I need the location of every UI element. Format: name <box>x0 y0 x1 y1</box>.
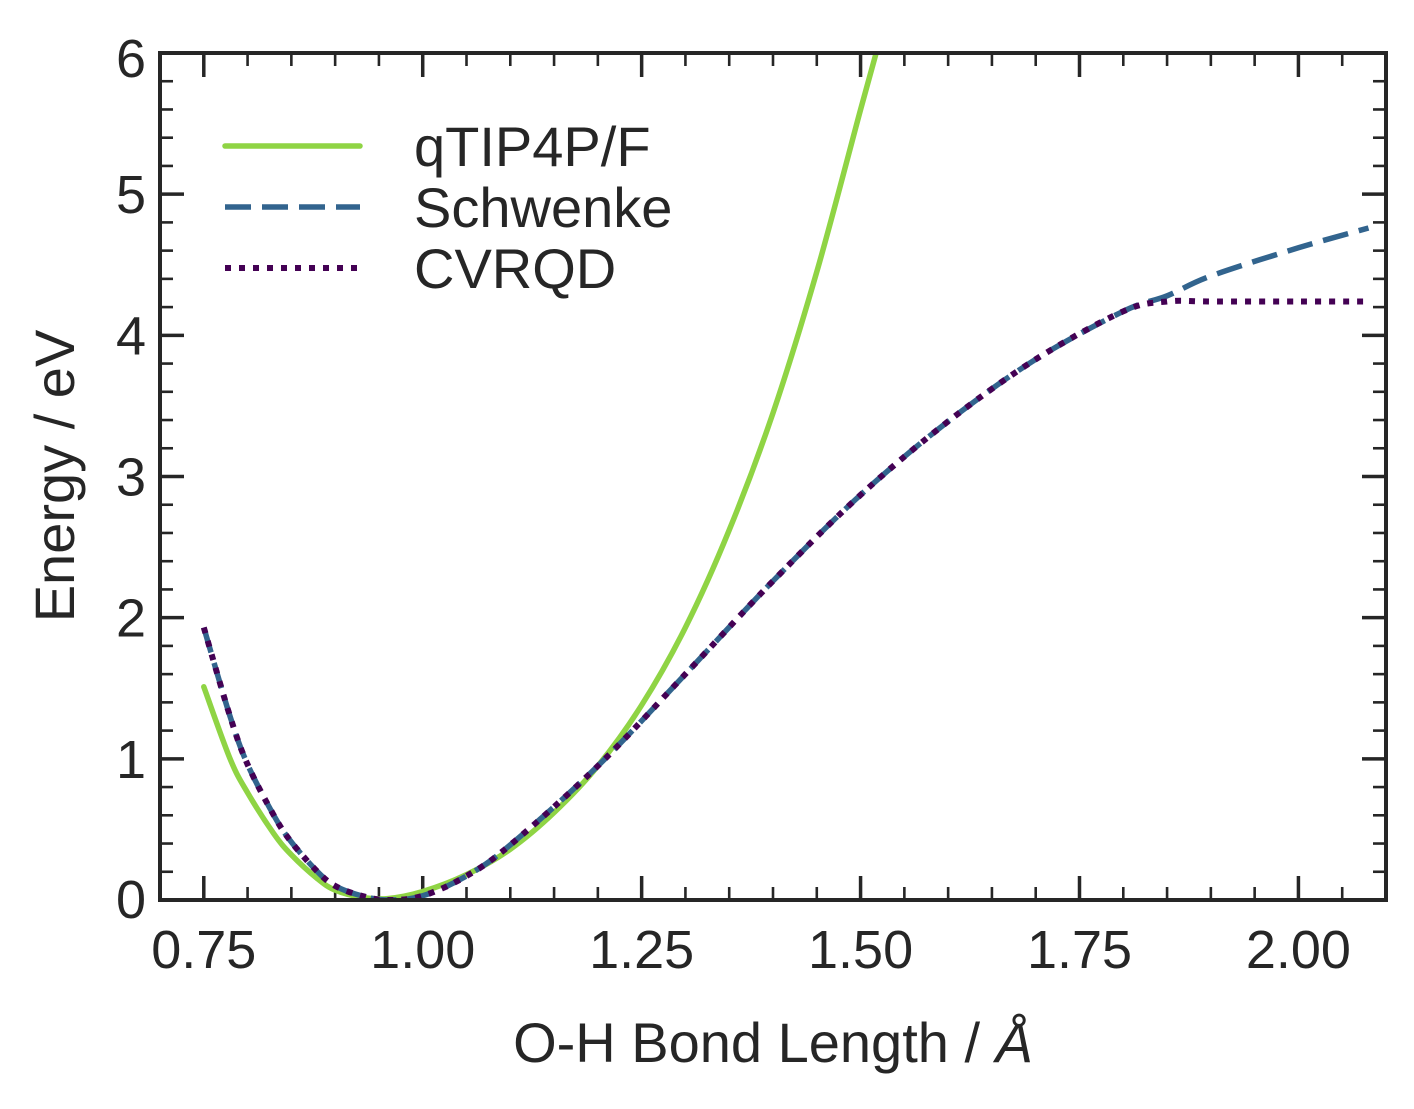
x-tick-label: 1.00 <box>370 920 475 980</box>
legend-label: Schwenke <box>414 176 672 239</box>
y-tick-label: 3 <box>116 448 146 508</box>
minor-ticks <box>160 53 1386 900</box>
series-line-qtip4p-f <box>201 53 879 900</box>
y-tick-label: 0 <box>116 870 146 930</box>
x-tick-labels: 0.75 1.00 1.25 1.50 1.75 2.00 <box>151 920 1351 980</box>
x-tick-label: 2.00 <box>1246 920 1351 980</box>
x-tick-label: 0.75 <box>151 920 256 980</box>
y-tick-labels: 0 1 2 3 4 5 6 <box>116 29 146 930</box>
x-axis-label-unit: Å <box>993 1011 1033 1074</box>
series-line-cvrqd <box>200 297 1369 900</box>
y-axis-label: Energy / eV <box>23 329 86 622</box>
x-axis-label-text: O-H Bond Length / <box>513 1011 996 1074</box>
x-tick-label: 1.25 <box>589 920 694 980</box>
major-ticks <box>160 51 1386 902</box>
legend-label: CVRQD <box>414 237 616 300</box>
y-tick-label: 5 <box>116 165 146 225</box>
series-layer <box>200 53 1370 900</box>
x-axis-label: O-H Bond Length / Å <box>513 1011 1033 1074</box>
y-tick-label: 6 <box>116 29 146 89</box>
y-tick-label: 2 <box>116 589 146 649</box>
legend-label: qTIP4P/F <box>414 115 651 178</box>
y-tick-label: 4 <box>116 306 146 366</box>
x-tick-label: 1.75 <box>1027 920 1132 980</box>
plot-frame <box>158 51 1388 902</box>
x-tick-label: 1.50 <box>808 920 913 980</box>
series-line-schwenke <box>201 225 1370 900</box>
y-tick-label: 1 <box>116 730 146 790</box>
